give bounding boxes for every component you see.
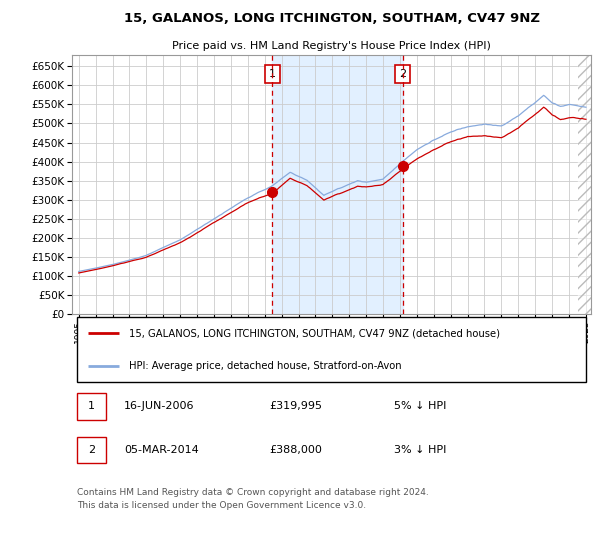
Text: 5% ↓ HPI: 5% ↓ HPI	[394, 401, 446, 411]
Text: £388,000: £388,000	[269, 445, 322, 455]
Text: 05-MAR-2014: 05-MAR-2014	[124, 445, 199, 455]
Text: 2: 2	[88, 445, 95, 455]
Bar	[578, 55, 591, 314]
Text: £319,995: £319,995	[269, 401, 322, 411]
FancyBboxPatch shape	[77, 393, 106, 419]
Bar	[578, 55, 591, 314]
Bar	[272, 55, 403, 314]
Text: 2: 2	[399, 69, 406, 79]
Text: Price paid vs. HM Land Registry's House Price Index (HPI): Price paid vs. HM Land Registry's House …	[172, 41, 491, 52]
FancyBboxPatch shape	[77, 317, 586, 382]
Text: 16-JUN-2006: 16-JUN-2006	[124, 401, 194, 411]
Text: 15, GALANOS, LONG ITCHINGTON, SOUTHAM, CV47 9NZ (detached house): 15, GALANOS, LONG ITCHINGTON, SOUTHAM, C…	[129, 328, 500, 338]
Text: 3% ↓ HPI: 3% ↓ HPI	[394, 445, 446, 455]
Text: 1: 1	[269, 69, 276, 79]
FancyBboxPatch shape	[77, 437, 106, 464]
Text: HPI: Average price, detached house, Stratford-on-Avon: HPI: Average price, detached house, Stra…	[129, 361, 402, 371]
Text: 15, GALANOS, LONG ITCHINGTON, SOUTHAM, CV47 9NZ: 15, GALANOS, LONG ITCHINGTON, SOUTHAM, C…	[124, 12, 539, 25]
Text: Contains HM Land Registry data © Crown copyright and database right 2024.
This d: Contains HM Land Registry data © Crown c…	[77, 488, 429, 510]
Text: 1: 1	[88, 401, 95, 411]
